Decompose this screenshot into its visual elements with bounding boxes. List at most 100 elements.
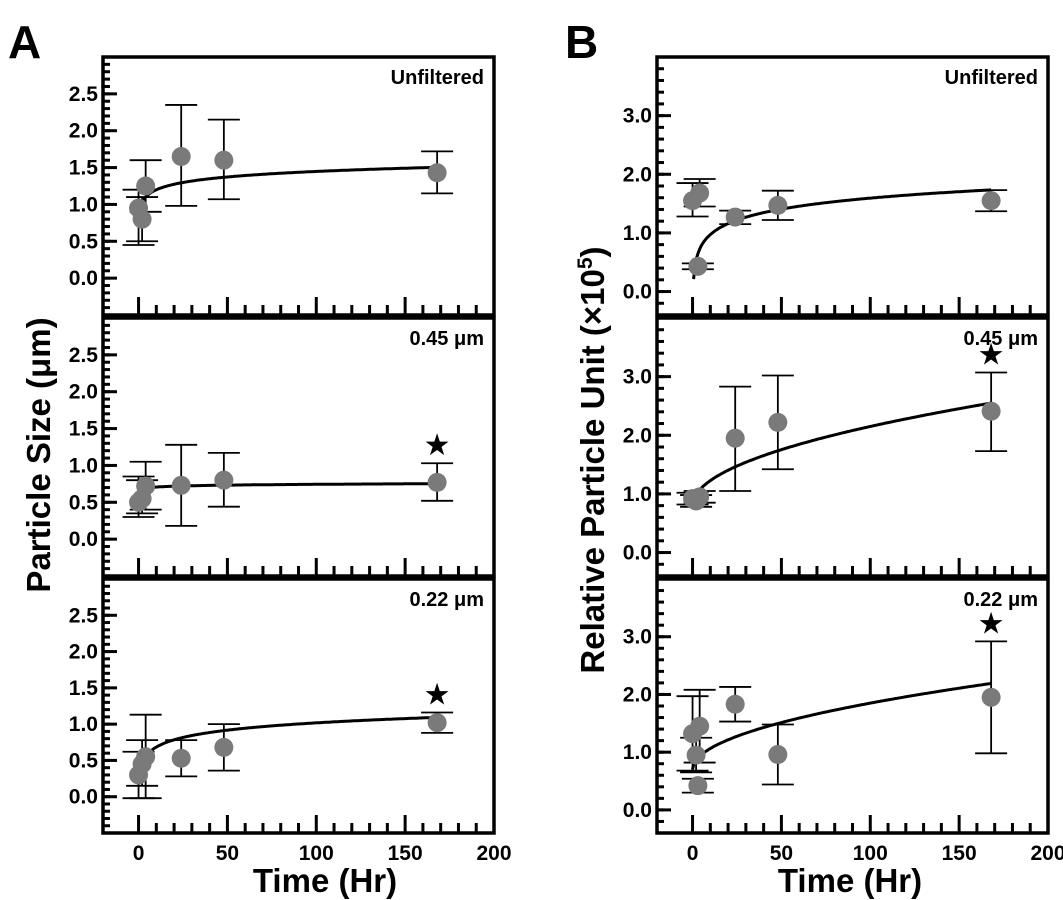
data-point xyxy=(686,745,706,765)
y-tick-label: 3.0 xyxy=(623,105,652,128)
panel-label: 0.22 μm xyxy=(963,589,1038,611)
y-tick-label: 2.0 xyxy=(623,163,652,186)
panel-label: 0.45 μm xyxy=(963,328,1038,350)
y-axis-title-b-main: Relative Particle Unit (×10 xyxy=(574,269,611,673)
y-tick-label: 0.0 xyxy=(623,281,652,304)
data-point xyxy=(981,191,1001,211)
panel-label: 0.22 μm xyxy=(409,589,484,611)
panel-b-2: 0.0 1.0 2.0 3.0 0 50 100 150 200 0.22 μm★ xyxy=(623,577,1063,865)
significance-star-icon: ★ xyxy=(424,428,451,463)
panel-label: 0.45 μm xyxy=(409,328,484,350)
y-axis-title-b-sup: 5 xyxy=(574,257,597,269)
plot-frame xyxy=(655,55,1050,317)
x-tick-label: 50 xyxy=(770,842,793,865)
panel-b-0: 0.0 1.0 2.0 3.0 Unfiltered xyxy=(623,55,1050,317)
panel-a-0: 0.0 0.5 1.0 1.5 2.0 2.5 Unfiltered xyxy=(69,55,496,317)
panels-group: 0.0 0.5 1.0 1.5 2.0 2.5 Unfiltered 0.0 0.5 1.0 1.5… xyxy=(69,55,1063,865)
y-axis-title-b-close: ) xyxy=(574,246,611,257)
y-tick-label: 1.5 xyxy=(69,157,99,180)
data-point xyxy=(688,256,708,276)
data-point xyxy=(427,163,447,183)
x-tick-label: 150 xyxy=(942,842,977,865)
data-point xyxy=(690,183,710,203)
y-tick-label: 3.0 xyxy=(623,366,652,389)
data-point xyxy=(136,747,156,767)
y-tick-label: 1.0 xyxy=(69,454,98,477)
data-point xyxy=(132,209,152,229)
x-tick-label: 0 xyxy=(133,842,145,865)
data-point xyxy=(688,776,708,796)
y-tick-label: 1.5 xyxy=(69,418,99,441)
fit-curve xyxy=(692,188,992,280)
y-tick-label: 1.0 xyxy=(623,222,652,245)
data-point xyxy=(725,694,745,714)
data-point xyxy=(981,687,1001,707)
data-point xyxy=(171,147,191,167)
y-tick-label: 0.0 xyxy=(69,528,98,551)
x-tick-label: 100 xyxy=(299,842,334,865)
y-tick-label: 1.5 xyxy=(69,677,99,700)
y-tick-label: 1.0 xyxy=(69,713,98,736)
data-point xyxy=(768,744,788,764)
plot-frame xyxy=(101,55,496,317)
y-tick-label: 0.0 xyxy=(69,267,98,290)
data-point xyxy=(171,748,191,768)
y-tick-label: 2.0 xyxy=(623,424,652,447)
y-tick-label: 0.5 xyxy=(69,491,99,514)
data-point xyxy=(768,412,788,432)
y-tick-label: 0.5 xyxy=(69,230,99,253)
x-tick-label: 150 xyxy=(388,842,423,865)
panel-b-1: 0.0 1.0 2.0 3.0 0.45 μm★ xyxy=(623,316,1050,578)
y-tick-label: 1.0 xyxy=(69,193,98,216)
panel-label: Unfiltered xyxy=(391,67,484,89)
data-point xyxy=(214,470,234,490)
fit-curve xyxy=(137,165,438,214)
significance-star-icon: ★ xyxy=(978,606,1005,641)
panel-a-2: 0.0 0.5 1.0 1.5 2.0 2.5 0 50 100 150 200 0.22 μm ★ xyxy=(69,577,512,865)
y-tick-label: 3.0 xyxy=(623,626,652,649)
y-axis-title-a: Particle Size (μm) xyxy=(20,317,57,592)
x-axis-title-a: Time (Hr) xyxy=(253,862,397,899)
y-tick-label: 0.0 xyxy=(623,799,652,822)
x-tick-label: 100 xyxy=(853,842,888,865)
data-point xyxy=(136,176,156,196)
y-tick-label: 2.5 xyxy=(69,604,99,627)
data-point xyxy=(725,207,745,227)
data-point xyxy=(768,195,788,215)
y-tick-label: 1.0 xyxy=(623,741,652,764)
y-tick-label: 0.0 xyxy=(623,542,652,565)
data-point xyxy=(725,428,745,448)
data-point xyxy=(690,487,710,507)
y-axis-title-b: Relative Particle Unit (×105) xyxy=(574,246,611,673)
data-point xyxy=(427,472,447,492)
x-tick-label: 50 xyxy=(216,842,239,865)
panel-a-1: 0.0 0.5 1.0 1.5 2.0 2.5 0.45 μm ★ xyxy=(69,316,496,578)
significance-star-icon: ★ xyxy=(424,678,451,713)
y-tick-label: 2.0 xyxy=(623,683,652,706)
data-point xyxy=(136,476,156,496)
y-tick-label: 2.0 xyxy=(69,641,98,664)
x-tick-label: 200 xyxy=(476,842,511,865)
fit-curve xyxy=(691,682,992,770)
data-point xyxy=(171,475,191,495)
panel-label: Unfiltered xyxy=(945,67,1038,89)
data-point xyxy=(214,150,234,170)
y-tick-label: 1.0 xyxy=(623,483,652,506)
data-point xyxy=(214,737,234,757)
data-point xyxy=(690,716,710,736)
y-tick-label: 0.0 xyxy=(69,786,98,809)
data-point xyxy=(427,713,447,733)
data-point xyxy=(981,401,1001,421)
fit-curve xyxy=(137,715,438,779)
y-tick-label: 2.0 xyxy=(69,381,98,404)
fit-curve xyxy=(691,401,992,506)
x-tick-label: 200 xyxy=(1030,842,1063,865)
y-tick-label: 2.0 xyxy=(69,120,98,143)
y-tick-label: 0.5 xyxy=(69,749,99,772)
panel-letter-b: B xyxy=(565,16,598,68)
y-tick-label: 2.5 xyxy=(69,83,99,106)
y-tick-label: 2.5 xyxy=(69,344,99,367)
x-axis-title-b: Time (Hr) xyxy=(778,862,922,899)
significance-star-icon: ★ xyxy=(978,338,1005,373)
